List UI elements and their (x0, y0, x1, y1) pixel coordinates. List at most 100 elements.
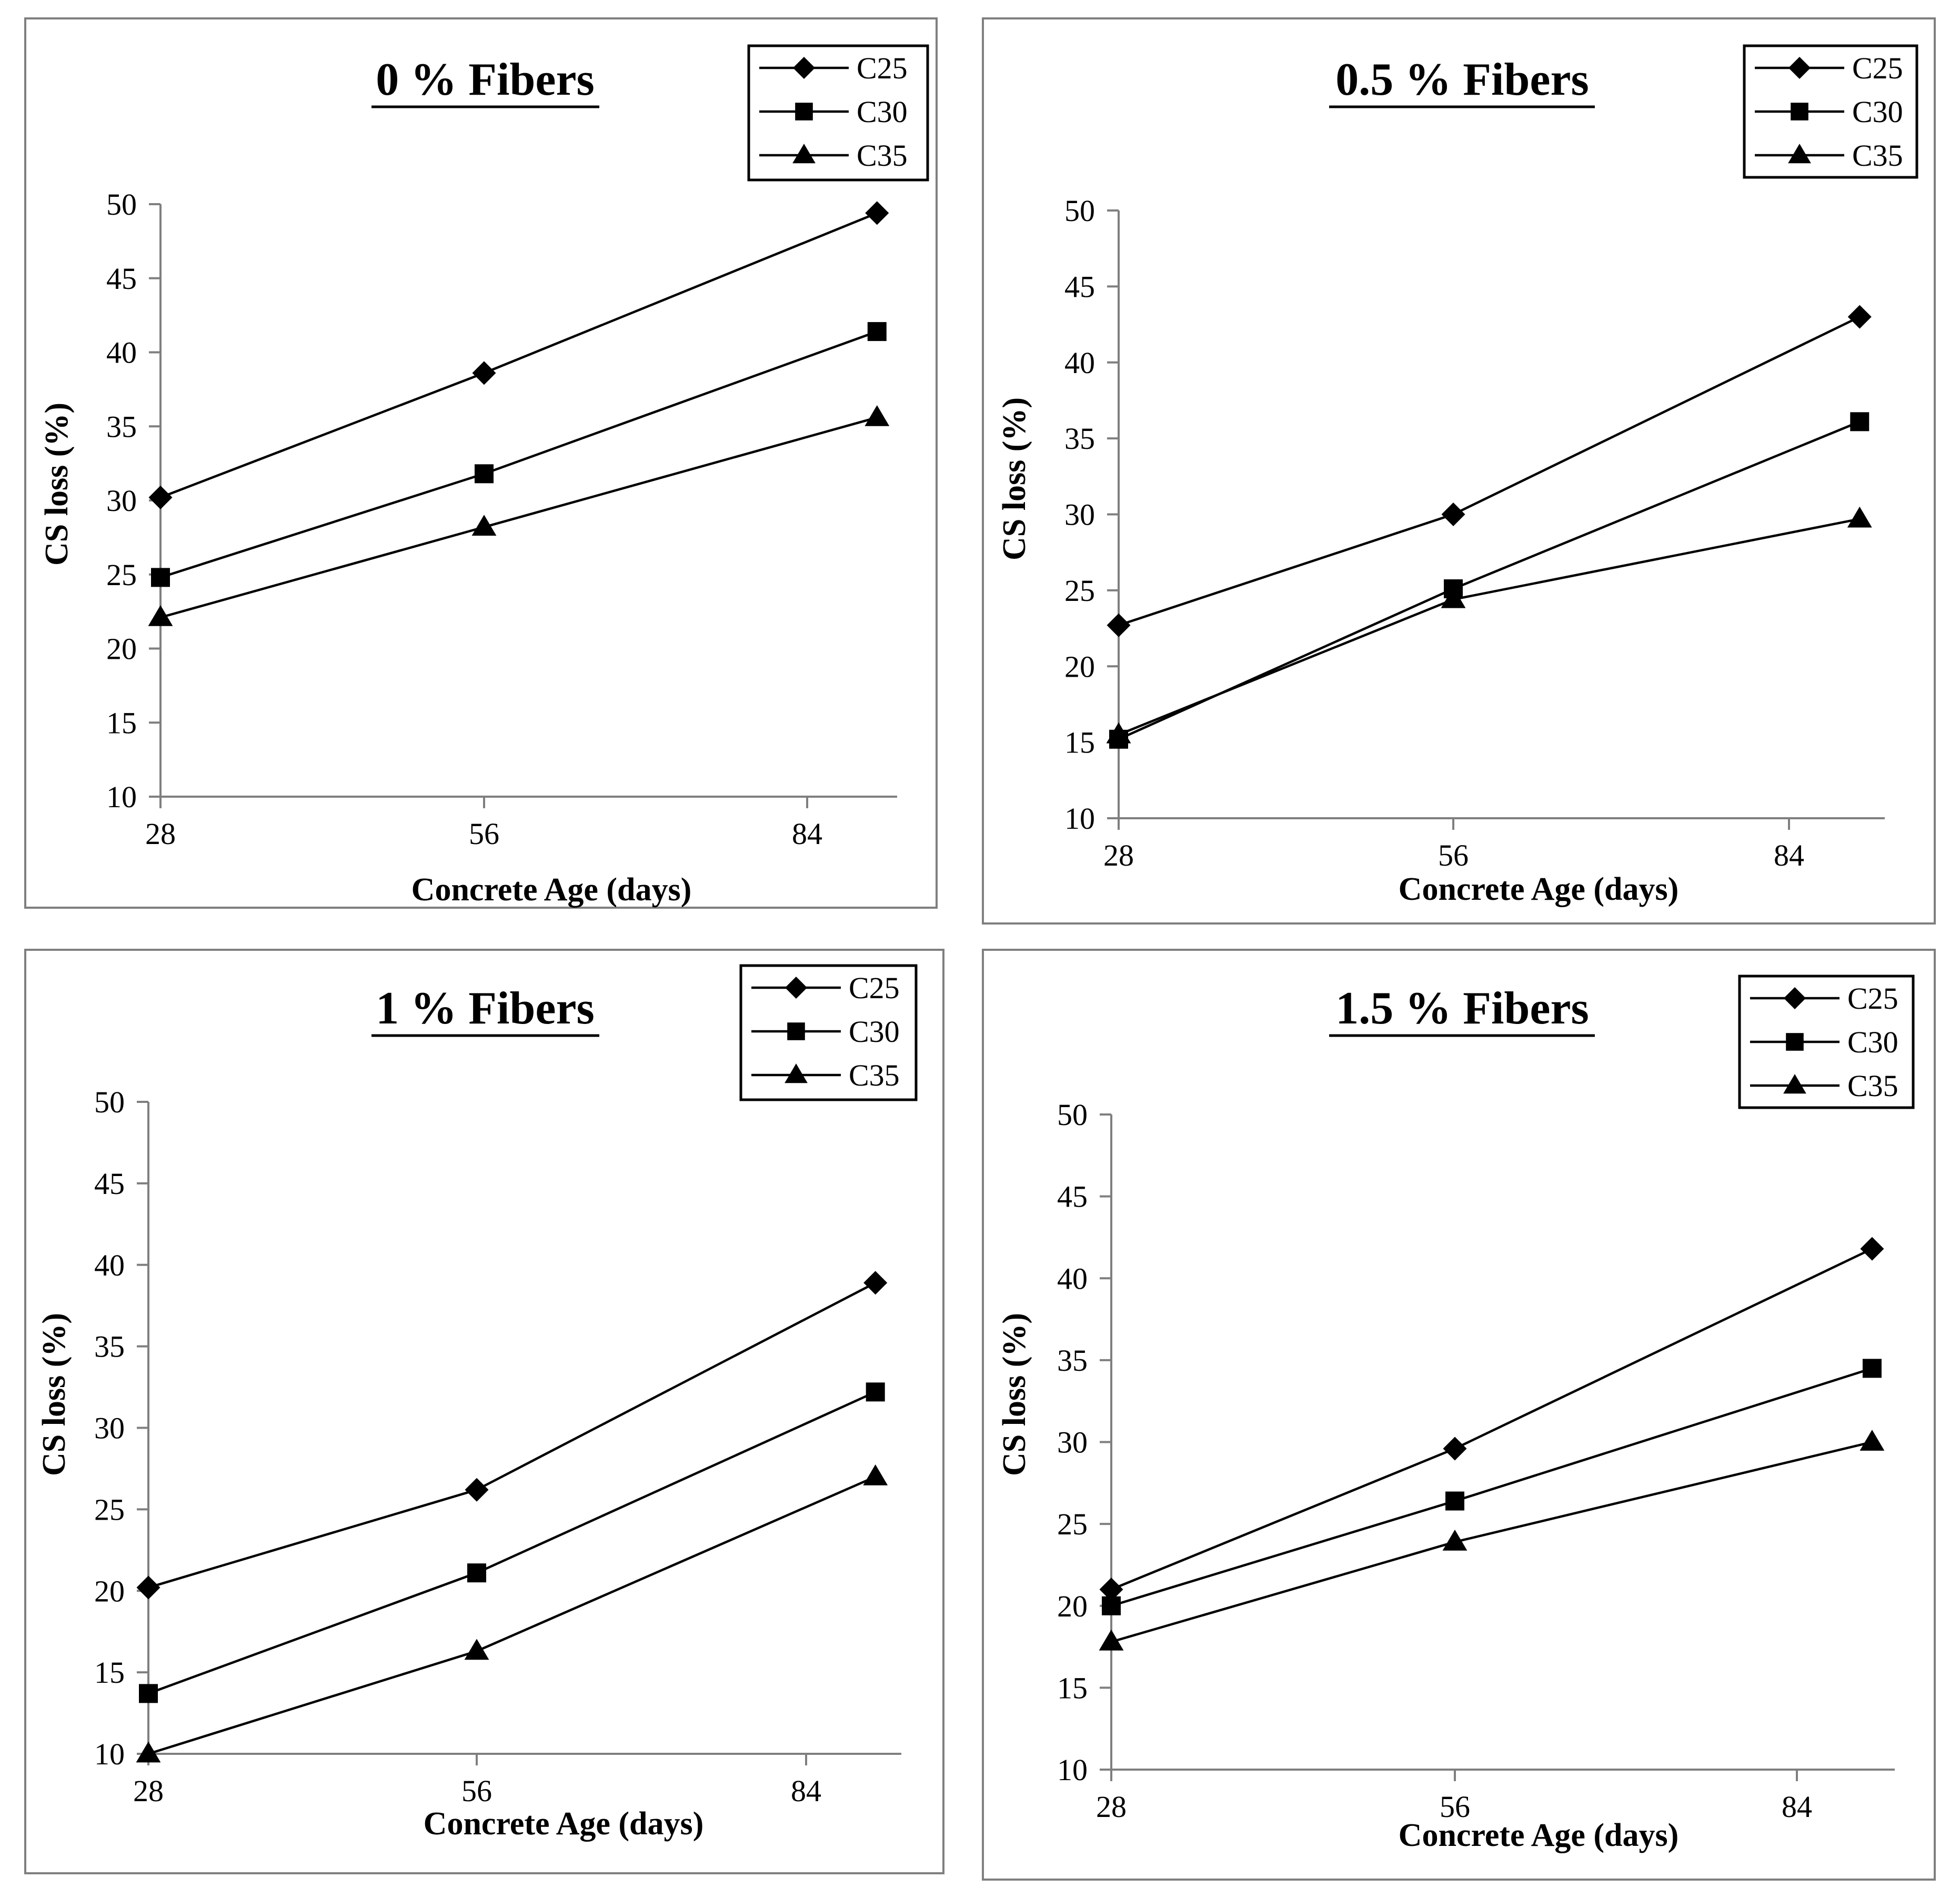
x-tick-label: 28 (1096, 1790, 1127, 1824)
data-point (1850, 412, 1869, 431)
y-tick-label: 50 (94, 1085, 125, 1119)
data-point (1847, 305, 1872, 329)
series-c30 (139, 1382, 885, 1703)
x-tick-label: 56 (461, 1774, 492, 1808)
data-point (472, 361, 496, 385)
y-tick-label: 40 (1064, 346, 1095, 380)
legend-item-c25: C25 (1755, 51, 1903, 85)
y-tick-label: 30 (1064, 498, 1095, 532)
y-tick-label: 15 (94, 1655, 125, 1690)
legend-marker (793, 57, 815, 79)
legend-item-c35: C35 (751, 1058, 900, 1092)
data-point (148, 485, 173, 509)
y-axis-label: CS loss (%) (997, 397, 1032, 560)
series-c25 (136, 1271, 888, 1600)
data-point (1443, 1437, 1467, 1461)
y-tick-label: 25 (94, 1492, 125, 1527)
data-point (467, 1563, 486, 1583)
series-c35 (1099, 1430, 1885, 1651)
legend-marker (1788, 57, 1811, 79)
legend: C25 C30 C35 (747, 44, 929, 182)
legend-marker (792, 144, 816, 164)
chart-title: 1 % Fibers (376, 983, 595, 1034)
series-c25 (1107, 305, 1872, 637)
series-c30 (1102, 1359, 1882, 1615)
chart-title: 1.5 % Fibers (1335, 983, 1589, 1034)
legend-item-c35: C35 (1755, 138, 1903, 173)
data-point (136, 1575, 160, 1600)
data-point (1442, 1529, 1468, 1551)
legend-marker (1783, 1074, 1806, 1094)
data-point (1441, 587, 1466, 608)
y-tick-label: 40 (1057, 1261, 1088, 1296)
legend-item-c25: C25 (1750, 981, 1898, 1016)
legend-label: C25 (1847, 981, 1898, 1016)
y-tick-label: 20 (94, 1574, 125, 1608)
y-tick-label: 45 (106, 262, 137, 296)
chart-title: 0 % Fibers (376, 54, 595, 105)
y-tick-label: 30 (94, 1411, 125, 1445)
legend-marker (1786, 1033, 1804, 1051)
data-point (866, 1382, 885, 1402)
data-point (1099, 1578, 1123, 1602)
y-tick-label: 30 (106, 484, 137, 518)
y-axis-label: CS loss (%) (997, 1313, 1032, 1476)
data-point (867, 322, 887, 342)
series-c35 (148, 405, 890, 626)
legend-marker (1788, 144, 1811, 164)
data-point (1860, 1430, 1885, 1451)
y-tick-label: 50 (106, 187, 137, 222)
y-tick-label: 15 (1057, 1671, 1088, 1705)
y-tick-label: 45 (1057, 1180, 1088, 1214)
series-c35 (1106, 506, 1872, 744)
data-point (863, 1464, 888, 1485)
legend-label: C25 (849, 971, 900, 1005)
data-point (1862, 1359, 1882, 1378)
x-tick-label: 28 (133, 1774, 164, 1808)
y-tick-label: 40 (106, 336, 137, 370)
legend-item-c30: C30 (759, 95, 908, 129)
chart-panel-3: 1 % Fibers 10 15 20 25 30 35 40 45 50 28 56 84 Concre… (24, 949, 944, 1874)
x-tick-label: 28 (1103, 838, 1134, 872)
y-tick-label: 35 (106, 409, 137, 444)
chart-panel-1: 0 % Fibers 10 15 20 25 30 35 40 45 50 28 56 84 Concre… (24, 17, 938, 909)
y-tick-label: 50 (1064, 194, 1095, 228)
x-tick-label: 56 (1440, 1790, 1470, 1824)
legend-label: C30 (1852, 95, 1903, 129)
legend: C25 C30 C35 (1743, 44, 1918, 179)
data-point (1847, 506, 1872, 528)
legend-label: C35 (1852, 138, 1903, 173)
legend-item-c35: C35 (1750, 1069, 1898, 1103)
y-tick-label: 45 (1064, 269, 1095, 304)
y-axis-label: CS loss (%) (39, 403, 75, 566)
y-tick-label: 35 (1057, 1343, 1088, 1378)
legend-marker (1791, 103, 1808, 120)
legend-marker (785, 1063, 808, 1083)
y-tick-label: 20 (1064, 649, 1095, 684)
data-point (151, 568, 170, 587)
legend-item-c30: C30 (751, 1015, 900, 1049)
data-point (1106, 722, 1131, 744)
legend-label: C35 (849, 1058, 900, 1092)
data-point (1102, 1596, 1121, 1615)
chart-title: 0.5 % Fibers (1335, 54, 1589, 105)
y-tick-label: 40 (94, 1248, 125, 1282)
y-tick-label: 45 (94, 1167, 125, 1201)
x-axis-label: Concrete Age (days) (1399, 871, 1679, 907)
y-tick-label: 10 (1057, 1753, 1088, 1787)
y-tick-label: 25 (1064, 574, 1095, 608)
legend-marker (785, 977, 807, 999)
data-point (1445, 1491, 1464, 1511)
x-axis-label: Concrete Age (days) (424, 1806, 704, 1842)
y-tick-label: 50 (1057, 1098, 1088, 1132)
data-point (863, 1271, 888, 1295)
data-point (1860, 1237, 1884, 1261)
legend-item-c25: C25 (759, 51, 908, 85)
legend-item-c25: C25 (751, 971, 900, 1005)
y-tick-label: 10 (1064, 801, 1095, 836)
data-point (471, 515, 497, 536)
data-point (148, 605, 173, 626)
legend-label: C30 (857, 95, 908, 129)
legend-item-c30: C30 (1755, 95, 1903, 129)
